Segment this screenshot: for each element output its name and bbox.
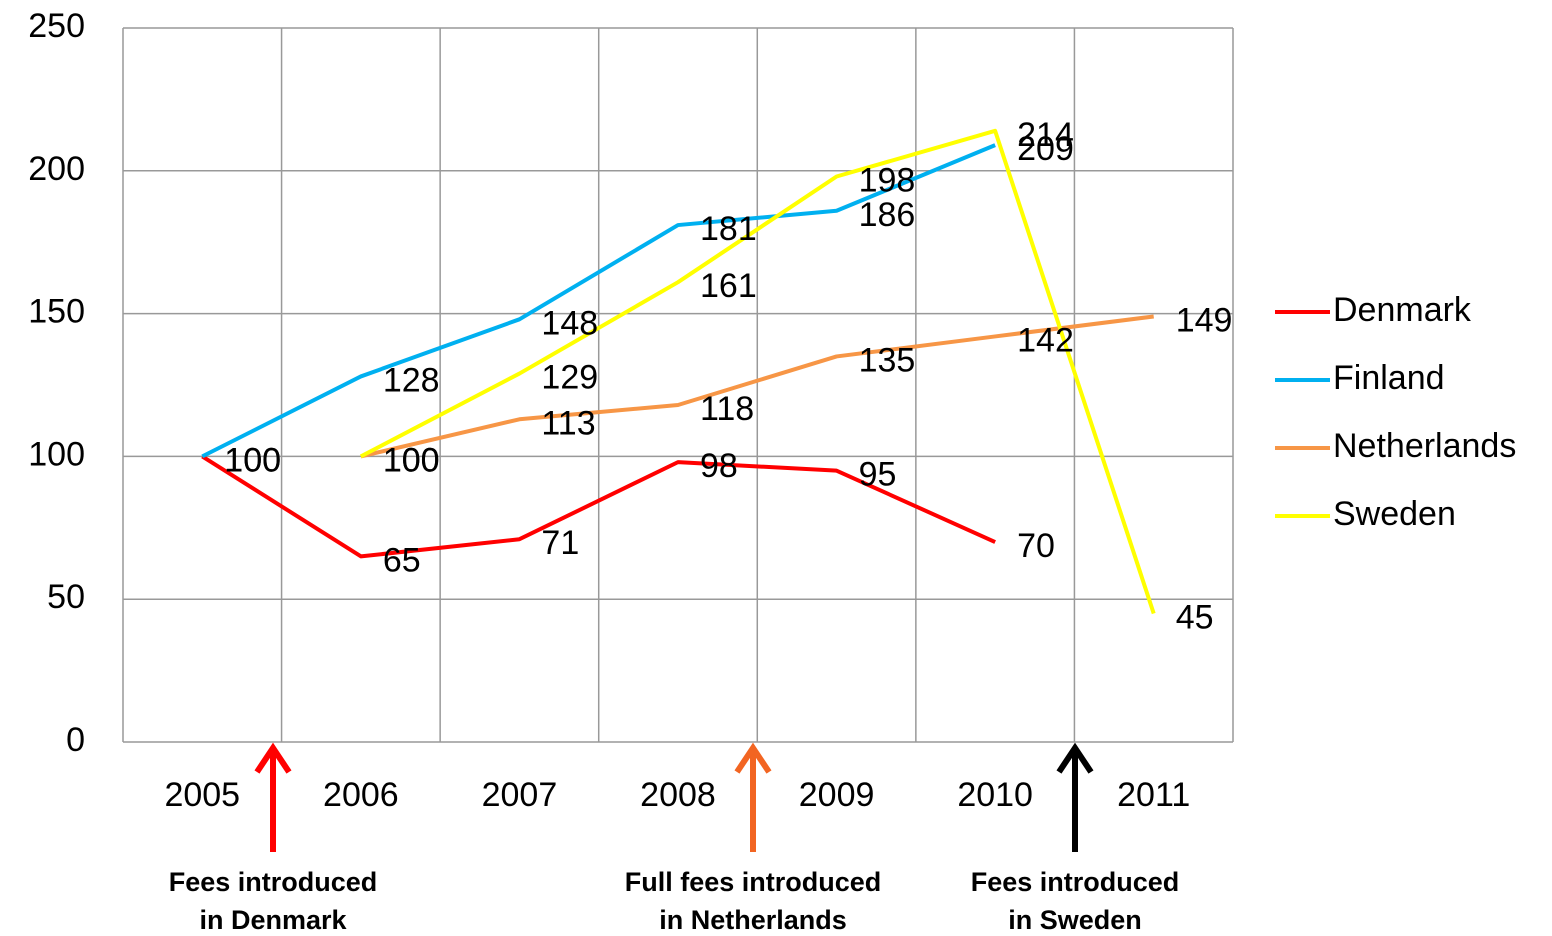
- y-tick-label: 50: [47, 578, 85, 616]
- data-label: 135: [859, 341, 916, 379]
- y-tick-label: 200: [28, 150, 85, 188]
- x-tick-label: 2011: [1117, 776, 1190, 814]
- data-label: 128: [383, 361, 440, 399]
- y-tick-label: 250: [28, 7, 85, 45]
- data-label: 186: [859, 196, 916, 234]
- annotation-text: in Sweden: [1008, 905, 1142, 935]
- data-label: 129: [541, 359, 598, 397]
- data-label: 161: [700, 267, 757, 305]
- legend-label: Sweden: [1333, 495, 1456, 533]
- legend-label: Netherlands: [1333, 427, 1516, 465]
- data-label: 71: [541, 524, 579, 562]
- annotation-text: in Denmark: [199, 905, 347, 935]
- y-tick-label: 100: [28, 435, 85, 473]
- annotation-text: in Netherlands: [659, 905, 847, 935]
- x-tick-label: 2007: [482, 776, 558, 814]
- x-tick-label: 2005: [164, 776, 240, 814]
- data-label: 198: [859, 161, 916, 199]
- data-label: 95: [859, 456, 897, 494]
- data-label: 181: [700, 210, 757, 248]
- data-label: 148: [541, 304, 598, 342]
- data-label: 100: [383, 441, 440, 479]
- data-label: 45: [1176, 598, 1214, 636]
- x-tick-label: 2010: [957, 776, 1033, 814]
- y-tick-label: 0: [66, 721, 85, 759]
- y-tick-label: 150: [28, 293, 85, 331]
- data-label: 113: [541, 404, 595, 442]
- data-label: 65: [383, 541, 421, 579]
- data-label: 118: [700, 390, 754, 428]
- data-label: 98: [700, 447, 738, 485]
- data-label: 214: [1017, 116, 1074, 154]
- x-tick-label: 2006: [323, 776, 399, 814]
- x-tick-label: 2008: [640, 776, 716, 814]
- data-label: 100: [224, 441, 281, 479]
- annotation-text: Fees introduced: [971, 867, 1180, 897]
- data-label: 70: [1017, 527, 1055, 565]
- data-label: 149: [1176, 301, 1233, 339]
- annotation-text: Full fees introduced: [625, 867, 882, 897]
- x-tick-label: 2009: [799, 776, 875, 814]
- legend-label: Finland: [1333, 359, 1445, 397]
- annotation-text: Fees introduced: [169, 867, 378, 897]
- legend-label: Denmark: [1333, 291, 1472, 329]
- data-label: 142: [1017, 321, 1074, 359]
- chart: 0 50 100 150 200 250 2005 2006 2007 2008 2009 2010 2…: [0, 0, 1552, 936]
